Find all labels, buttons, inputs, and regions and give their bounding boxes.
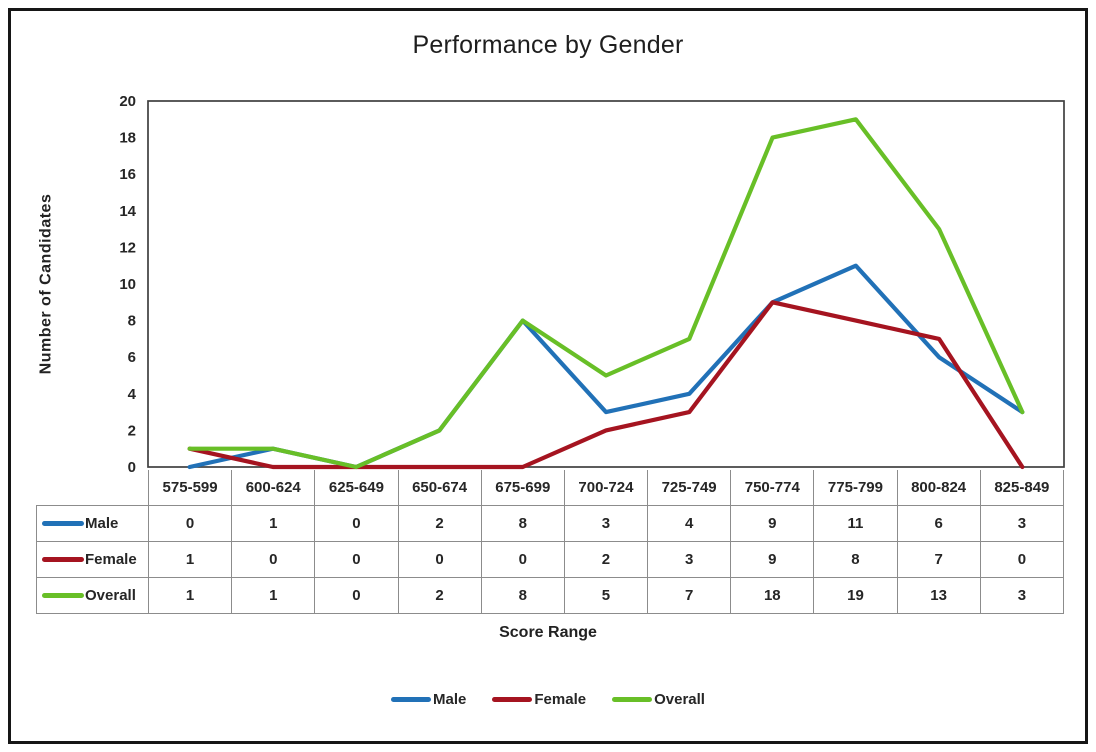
column-header: 800-824	[896, 470, 981, 506]
legend: Male Female Overall	[0, 691, 1096, 708]
column-header: 700-724	[563, 470, 649, 506]
y-tick-label: 2	[128, 422, 136, 439]
column-header: 625-649	[314, 470, 399, 506]
table-cell: 1	[147, 577, 233, 614]
y-tick-label: 10	[119, 276, 136, 293]
legend-line-icon	[391, 697, 432, 702]
table-cell: 7	[896, 541, 981, 578]
table-cell: 3	[979, 577, 1065, 614]
table-cell: 8	[813, 541, 898, 578]
table-cell: 5	[563, 577, 649, 614]
table-cell: 6	[896, 505, 981, 542]
row-label-cell: Overall	[36, 577, 149, 614]
table-cell: 13	[896, 577, 981, 614]
table-cell: 1	[147, 541, 233, 578]
y-tick-label: 16	[119, 166, 136, 183]
table-cell: 0	[231, 541, 316, 578]
column-header: 775-799	[813, 470, 898, 506]
column-header: 650-674	[397, 470, 482, 506]
table-corner-cell	[36, 470, 149, 506]
table-cell: 18	[730, 577, 815, 614]
table-cell: 1	[231, 577, 316, 614]
table-cell: 0	[480, 541, 565, 578]
y-tick-label: 4	[128, 386, 137, 403]
table-cell: 19	[813, 577, 898, 614]
table-row-male: Male 0 1 0 2 8 3 4 9 11 6 3	[36, 505, 1065, 542]
row-label-cell: Female	[36, 541, 149, 578]
series-line-female	[187, 300, 1025, 470]
table-row-overall: Overall 1 1 0 2 8 5 7 18 19 13 3	[36, 577, 1065, 614]
table-cell: 2	[397, 505, 482, 542]
table-cell: 4	[647, 505, 732, 542]
column-header: 725-749	[647, 470, 732, 506]
y-tick-label: 6	[128, 349, 136, 366]
table-cell: 3	[563, 505, 649, 542]
column-header: 575-599	[147, 470, 233, 506]
table-cell: 0	[314, 577, 399, 614]
data-table: 575-599 600-624 625-649 650-674 675-699 700-7…	[36, 470, 1065, 614]
legend-item-male: Male	[391, 691, 466, 708]
column-header: 600-624	[231, 470, 316, 506]
table-cell: 9	[730, 541, 815, 578]
column-header: 825-849	[979, 470, 1065, 506]
table-cell: 0	[314, 541, 399, 578]
table-cell: 2	[397, 577, 482, 614]
legend-line-icon	[492, 697, 533, 702]
row-label-cell: Male	[36, 505, 149, 542]
table-cell: 0	[397, 541, 482, 578]
legend-item-female: Female	[492, 691, 586, 708]
legend-label: Male	[433, 691, 467, 708]
y-tick-label: 14	[119, 203, 136, 220]
series-key-icon	[42, 592, 84, 598]
plot-border	[147, 100, 1065, 468]
chart-title: Performance by Gender	[412, 31, 684, 59]
row-label: Female	[85, 551, 137, 568]
table-cell: 11	[813, 505, 898, 542]
y-tick-label: 12	[119, 239, 136, 256]
y-tick-label: 0	[128, 459, 136, 476]
table-header-row: 575-599 600-624 625-649 650-674 675-699 700-7…	[36, 470, 1065, 506]
table-cell: 0	[979, 541, 1065, 578]
table-cell: 3	[979, 505, 1065, 542]
table-cell: 1	[231, 505, 316, 542]
table-cell: 9	[730, 505, 815, 542]
table-cell: 7	[647, 577, 732, 614]
row-label: Male	[85, 515, 119, 532]
table-cell: 0	[314, 505, 399, 542]
series-line-male	[187, 263, 1025, 470]
y-tick-label: 20	[119, 93, 136, 110]
legend-item-overall: Overall	[612, 691, 705, 708]
y-tick-label: 8	[128, 313, 136, 330]
legend-label: Overall	[654, 691, 705, 708]
series-key-icon	[42, 520, 84, 526]
legend-label: Female	[534, 691, 587, 708]
table-cell: 8	[480, 505, 565, 542]
table-row-female: Female 1 0 0 0 0 2 3 9 8 7 0	[36, 541, 1065, 578]
table-cell: 0	[147, 505, 233, 542]
table-cell: 3	[647, 541, 732, 578]
series-line-overall	[187, 117, 1025, 470]
y-tick-label: 18	[119, 130, 136, 147]
column-header: 750-774	[730, 470, 815, 506]
x-axis-title: Score Range	[499, 624, 597, 641]
table-cell: 8	[480, 577, 565, 614]
column-header: 675-699	[480, 470, 565, 506]
table-cell: 2	[563, 541, 649, 578]
series-key-icon	[42, 556, 84, 562]
row-label: Overall	[85, 587, 136, 604]
legend-line-icon	[612, 697, 653, 702]
